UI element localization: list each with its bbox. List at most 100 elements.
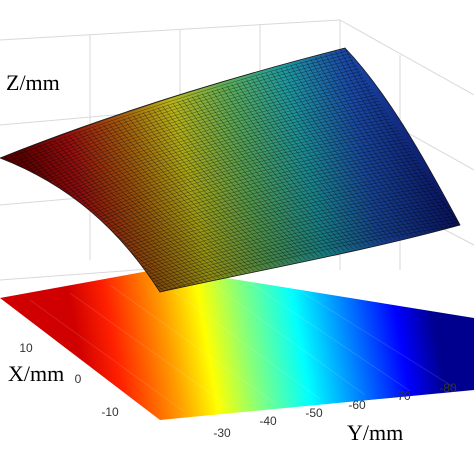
mesh-line [142,112,285,265]
mesh-line [211,90,345,252]
mesh-line [167,104,306,260]
mesh-line [69,124,395,217]
mesh-line [325,54,444,230]
mesh-line [275,69,401,239]
y-tick-labels: -30 -40 -50 -60 -70 -80 [213,381,457,440]
mesh-line [13,62,355,170]
mesh-line [122,118,268,269]
mesh-line [93,150,413,237]
mesh-line [159,224,460,292]
mesh-line [53,106,384,203]
mesh-line [42,94,376,195]
mesh-line [130,192,439,268]
mesh-line [21,71,361,177]
x-tick-label: 0 [75,372,82,386]
y-tick-label: -50 [305,406,323,420]
mesh-line [88,129,238,276]
x-tick-label: 10 [19,341,33,355]
mesh-line [137,113,281,266]
mesh-line [231,83,362,248]
mesh-line [125,186,436,264]
mesh-line [182,99,319,257]
mesh-line [226,85,358,249]
mesh-line [206,91,341,253]
mesh-line [162,105,302,261]
mesh-line [73,134,225,278]
mesh-line [15,65,357,172]
mesh-line [138,201,445,275]
surface-mesh [0,47,461,293]
mesh-line [63,137,216,280]
mesh-line [44,143,199,284]
mesh-line [37,89,372,190]
mesh-line [74,130,399,221]
mesh-line [113,121,259,271]
mesh-line [68,135,221,279]
mesh-line [58,112,388,208]
mesh-line [157,221,459,291]
mesh-line [315,57,435,231]
mesh-line [329,52,448,229]
mesh-line [265,72,392,241]
mesh-line [191,96,328,255]
mesh-line [119,180,432,259]
base-projection [0,268,474,420]
mesh-line [260,74,388,242]
mesh-line [45,97,378,197]
mesh-line [53,140,208,282]
mesh-line [216,88,349,251]
mesh-line [26,77,365,181]
mesh-line [55,109,386,206]
mesh-line [221,87,354,250]
mesh-line [78,132,229,277]
mesh-line [90,148,411,235]
mesh-line [109,168,424,250]
x-tick-label: -10 [101,405,119,419]
mesh-line [82,139,405,228]
mesh-line [101,159,418,244]
mesh-line [98,156,416,241]
mesh-line [49,142,204,283]
mesh-line [270,71,396,240]
mesh-line [23,74,363,179]
y-tick-label: -40 [259,414,277,428]
mesh-line [77,133,401,224]
y-tick-label: -70 [393,389,411,403]
mesh-line [133,195,441,270]
mesh-line [334,51,452,228]
mesh-line [93,127,242,275]
mesh-line [117,177,430,257]
mesh-line [154,218,457,288]
mesh-line [10,59,353,168]
mesh-line [201,93,336,253]
mesh-line [300,61,422,234]
mesh-line [157,107,298,262]
mesh-line [122,183,434,262]
y-tick-label: -30 [213,426,231,440]
mesh-line [280,68,405,238]
mesh-line [196,94,332,254]
mesh-line [127,116,272,268]
y-tick-label: -80 [439,381,457,395]
mesh-line [344,48,460,226]
mesh-line [79,136,403,226]
mesh-line [151,215,455,286]
mesh-line [39,91,374,192]
mesh-line [31,83,369,186]
mesh-line [39,145,195,285]
mesh-line [285,66,409,237]
mesh-line [5,53,349,163]
mesh-line [187,98,324,256]
mesh-line [339,49,456,227]
mesh-line [295,63,418,235]
y-tick-label: -60 [348,398,366,412]
z-axis-label: Z/mm [6,70,60,95]
mesh-line [87,145,409,232]
mesh-line [85,142,407,230]
mesh-line [50,103,382,201]
mesh-line [320,55,439,230]
mesh-line [47,100,380,199]
mesh-line [71,127,397,219]
mesh-line [177,101,315,258]
mesh-line [103,162,420,246]
